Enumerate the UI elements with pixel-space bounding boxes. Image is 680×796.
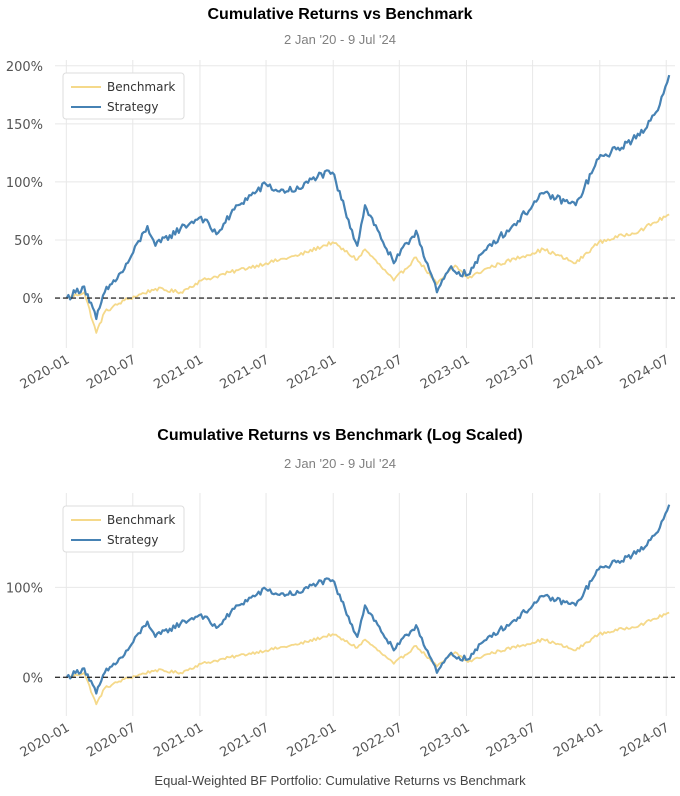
y-tick-label: 0% [22,671,43,686]
x-tick-label: 2023-07 [484,720,539,760]
x-tick-label: 2022-01 [285,720,340,760]
x-tick-label: 2022-07 [351,720,406,760]
x-tick-label: 2021-07 [217,720,272,760]
x-tick-label: 2021-01 [151,352,206,392]
chart-1: Cumulative Returns vs Benchmark 2 Jan '20… [6,6,675,393]
x-tick-label: 2020-01 [18,352,73,392]
x-tick-label: 2020-01 [18,720,73,760]
y-tick-label: 100% [6,176,43,191]
x-tick-label: 2024-07 [618,352,673,392]
figure-caption: Equal-Weighted BF Portfolio: Cumulative … [154,773,526,788]
x-tick-label: 2024-07 [618,720,673,760]
x-tick-label: 2023-01 [418,720,473,760]
y-tick-label: 50% [14,234,43,249]
y-tick-label: 200% [6,60,43,75]
x-tick-label: 2023-01 [418,352,473,392]
legend-label-benchmark: Benchmark [107,80,175,94]
y-tick-label: 150% [6,118,43,133]
y-tick-label: 0% [22,292,43,307]
x-tick-label: 2024-01 [551,720,606,760]
chart-title: Cumulative Returns vs Benchmark [208,6,473,23]
chart-2: Cumulative Returns vs Benchmark (Log Sca… [6,427,675,761]
x-tick-label: 2022-01 [285,352,340,392]
legend: Benchmark Strategy [62,505,185,553]
x-tick-label: 2022-07 [351,352,406,392]
x-tick-label: 2024-01 [551,352,606,392]
x-tick-label: 2021-01 [151,720,206,760]
x-tick-label: 2020-07 [84,720,139,760]
y-tick-label: 100% [6,581,43,596]
series-line-benchmark [66,213,670,334]
legend-label-strategy: Strategy [107,100,158,114]
legend-label-benchmark: Benchmark [107,513,175,527]
series-line-strategy [65,74,671,321]
legend: Benchmark Strategy [62,72,185,120]
chart-subtitle: 2 Jan '20 - 9 Jul '24 [284,32,396,47]
x-tick-label: 2020-07 [84,352,139,392]
legend-label-strategy: Strategy [107,533,158,547]
x-tick-label: 2021-07 [217,352,272,392]
x-tick-label: 2023-07 [484,352,539,392]
chart-subtitle: 2 Jan '20 - 9 Jul '24 [284,456,396,471]
series-line-benchmark [66,611,670,706]
series-line-strategy [65,504,671,695]
chart-title: Cumulative Returns vs Benchmark (Log Sca… [157,427,522,444]
